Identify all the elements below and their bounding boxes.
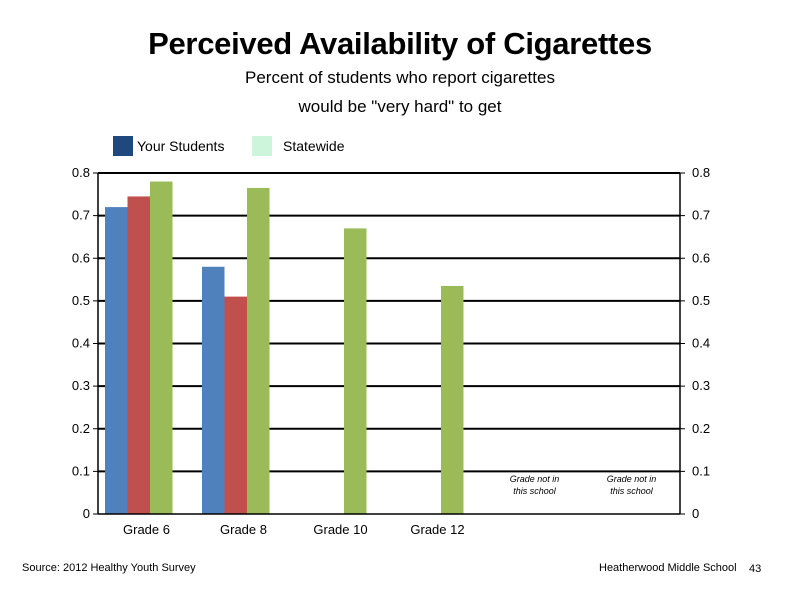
chart-subtitle-line1: Percent of students who report cigarette… xyxy=(245,68,555,87)
x-tick-label: Grade 6 xyxy=(123,522,170,537)
x-tick-label: Grade 10 xyxy=(313,522,367,537)
bar xyxy=(127,196,150,514)
bar xyxy=(247,187,270,514)
annotation-label: Grade not in xyxy=(510,474,560,484)
legend-label-statewide: Statewide xyxy=(283,138,345,154)
x-tick-label: Grade 12 xyxy=(410,522,464,537)
y-tick-label: 0.1 xyxy=(72,463,90,478)
school-name: Heatherwood Middle School xyxy=(599,562,737,574)
secondary-y-tick-label: 0.2 xyxy=(692,421,710,436)
annotation-label: this school xyxy=(513,486,557,496)
y-tick-label: 0.4 xyxy=(72,336,90,351)
y-tick-label: 0.5 xyxy=(72,293,90,308)
bar xyxy=(441,285,464,514)
chart-title: Perceived Availability of Cigarettes xyxy=(148,26,652,61)
secondary-y-tick-label: 0.1 xyxy=(692,463,710,478)
bar xyxy=(202,266,225,514)
legend-label-your-students: Your Students xyxy=(137,138,225,154)
annotation-label: this school xyxy=(610,486,654,496)
secondary-y-tick-label: 0.4 xyxy=(692,336,710,351)
secondary-y-tick-label: 0.3 xyxy=(692,378,710,393)
legend-swatch-your-students xyxy=(113,136,133,156)
y-tick-label: 0.6 xyxy=(72,250,90,265)
secondary-y-tick-label: 0.5 xyxy=(692,293,710,308)
chart-subtitle-line2: would be "very hard" to get xyxy=(298,97,502,116)
secondary-y-tick-label: 0.7 xyxy=(692,208,710,223)
x-tick-label: Grade 8 xyxy=(220,522,267,537)
page-number: 43 xyxy=(749,563,762,575)
bar xyxy=(150,181,173,514)
legend-swatch-statewide xyxy=(252,136,272,156)
y-tick-label: 0.7 xyxy=(72,208,90,223)
bar xyxy=(344,228,367,514)
y-tick-label: 0.2 xyxy=(72,421,90,436)
y-tick-label: 0.3 xyxy=(72,378,90,393)
source-note: Source: 2012 Healthy Youth Survey xyxy=(22,562,196,574)
secondary-y-tick-label: 0 xyxy=(692,506,699,521)
bar xyxy=(105,207,128,514)
secondary-y-tick-label: 0.8 xyxy=(692,165,710,180)
y-tick-label: 0.8 xyxy=(72,165,90,180)
bar xyxy=(224,296,247,514)
y-tick-label: 0 xyxy=(83,506,90,521)
secondary-y-tick-label: 0.6 xyxy=(692,250,710,265)
annotation-label: Grade not in xyxy=(607,474,657,484)
